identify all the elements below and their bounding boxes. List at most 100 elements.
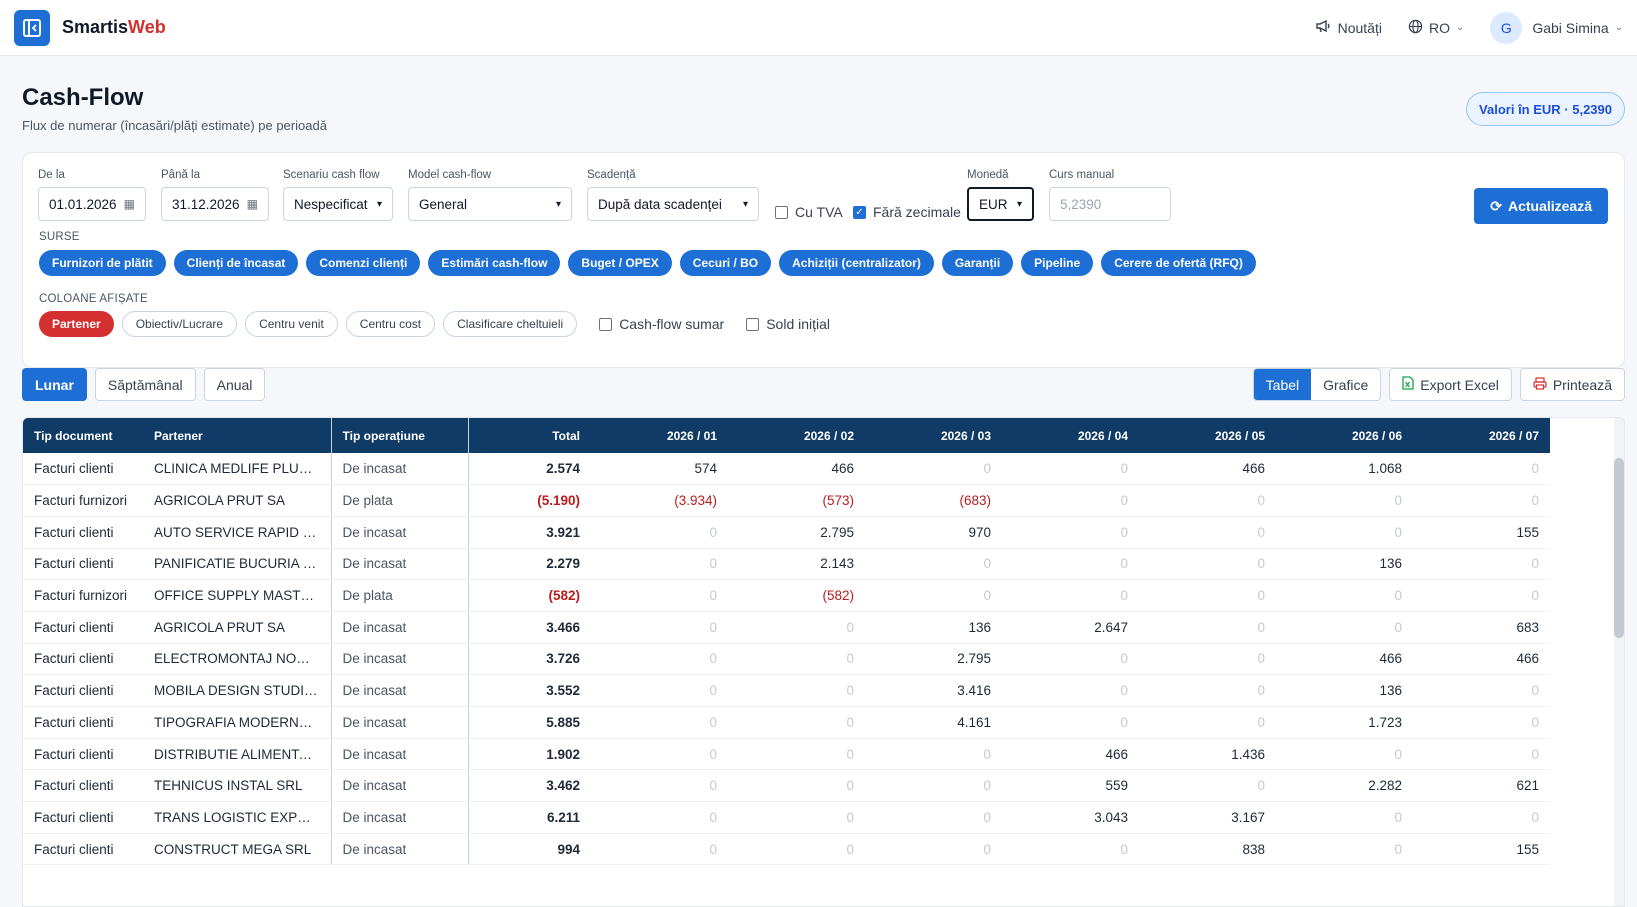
summary-checkbox[interactable]: Cash-flow sumar	[599, 316, 724, 332]
table-cell: De incasat	[331, 453, 469, 486]
table-row[interactable]: Facturi clienti TRANS LOGISTIC EXPRES ...…	[23, 801, 1550, 834]
checkbox-icon[interactable]	[599, 317, 613, 331]
table-row[interactable]: Facturi clienti PANIFICATIE BUCURIA SRL De…	[23, 548, 1550, 581]
column-header[interactable]: Total	[468, 418, 591, 453]
column-header[interactable]: 2026 / 02	[728, 418, 865, 453]
source-pill[interactable]: Pipeline	[1021, 250, 1094, 276]
table-row[interactable]: Facturi clienti ELECTROMONTAJ NORD ... De …	[23, 643, 1550, 676]
table-row[interactable]: Facturi clienti CONSTRUCT MEGA SRL De inca…	[23, 833, 1550, 866]
scenario-field: Scenariu cash flow Nespecificat ▾	[283, 169, 393, 221]
currency-field: Monedă EUR ▾	[967, 169, 1034, 221]
table-cell: 2.647	[1002, 611, 1139, 644]
source-pill[interactable]: Cerere de ofertă (RFQ)	[1101, 250, 1256, 276]
user-name: Gabi Simina	[1532, 19, 1609, 36]
table-row[interactable]: Facturi clienti TEHNICUS INSTAL SRL De inc…	[23, 769, 1550, 803]
source-pill[interactable]: Garanții	[941, 250, 1014, 276]
column-header[interactable]: Tip operațiune	[331, 418, 469, 453]
export-excel-button[interactable]: Export Excel	[1389, 368, 1512, 401]
manual-rate-label: Curs manual	[1049, 169, 1115, 181]
view-table-button[interactable]: Tabel	[1253, 369, 1312, 400]
column-header[interactable]: 2026 / 07	[1413, 418, 1550, 453]
table-cell: 2.795	[865, 643, 1002, 676]
refresh-button[interactable]: ⟳ Actualizează	[1474, 188, 1608, 224]
table-cell: 0	[1276, 484, 1413, 517]
source-pill[interactable]: Comenzi clienți	[306, 250, 421, 276]
source-pill[interactable]: Achiziții (centralizator)	[779, 250, 934, 276]
source-pill[interactable]: Buget / OPEX	[568, 250, 672, 276]
tab-monthly[interactable]: Lunar	[22, 368, 87, 401]
view-tools: Tabel Grafice Export Excel Printează	[1252, 368, 1625, 401]
table-cell: 2.279	[468, 548, 591, 581]
column-pill[interactable]: Centru venit	[245, 311, 338, 337]
table-row[interactable]: Facturi clienti AUTO SERVICE RAPID SRL De …	[23, 516, 1550, 549]
table-cell: 0	[1139, 484, 1276, 517]
date-from-input[interactable]: 01.01.2026 ▦	[38, 187, 146, 221]
source-pill[interactable]: Furnizori de plătit	[39, 250, 166, 276]
checkbox-checked-icon[interactable]: ✓	[853, 205, 866, 219]
view-charts-button[interactable]: Grafice	[1323, 376, 1369, 393]
column-header[interactable]: 2026 / 01	[591, 418, 728, 453]
date-from-field: De la 01.01.2026 ▦	[38, 169, 146, 221]
table-row[interactable]: Facturi furnizori AGRICOLA PRUT SA De plat…	[23, 484, 1550, 517]
view-toggle: Tabel Grafice	[1252, 368, 1382, 401]
column-pill[interactable]: Obiectiv/Lucrare	[121, 311, 238, 337]
table-cell: 0	[728, 801, 865, 834]
table-cell: 0	[1413, 548, 1550, 581]
table-row[interactable]: Facturi clienti DISTRIBUTIE ALIMENTAR... D…	[23, 738, 1550, 771]
column-pill[interactable]: Clasificare cheltuieli	[443, 311, 578, 337]
table-cell: 0	[1002, 516, 1139, 549]
table-cell: 0	[865, 801, 1002, 834]
news-label: Noutăți	[1337, 19, 1382, 36]
initial-balance-checkbox[interactable]: Sold inițial	[746, 316, 830, 332]
table-row[interactable]: Facturi clienti MOBILA DESIGN STUDIO ... D…	[23, 674, 1550, 707]
table-cell: 0	[728, 643, 865, 676]
print-button[interactable]: Printează	[1519, 368, 1625, 401]
column-header[interactable]: 2026 / 05	[1139, 418, 1276, 453]
language-selector[interactable]: RO ⌄	[1408, 19, 1464, 37]
vat-checkbox[interactable]: Cu TVA	[775, 204, 843, 220]
column-pill-partner[interactable]: Partener	[39, 311, 114, 337]
model-select[interactable]: General ▾	[408, 187, 572, 221]
checkbox-icon[interactable]	[775, 205, 788, 219]
table-cell: De plata	[331, 484, 469, 517]
table-scrollbar[interactable]	[1614, 418, 1624, 906]
column-header[interactable]: 2026 / 06	[1276, 418, 1413, 453]
date-to-input[interactable]: 31.12.2026 ▦	[161, 187, 269, 221]
table-cell: DISTRIBUTIE ALIMENTAR...	[143, 738, 332, 771]
table-cell: 0	[1276, 833, 1413, 866]
tab-yearly[interactable]: Anual	[203, 368, 266, 401]
column-header[interactable]: Partener	[143, 418, 332, 453]
user-menu[interactable]: G Gabi Simina ⌄	[1490, 11, 1623, 44]
due-select[interactable]: După data scadenței ▾	[587, 187, 759, 221]
source-pill[interactable]: Clienți de încasat	[173, 250, 299, 276]
checkbox-icon[interactable]	[746, 317, 760, 331]
source-pill[interactable]: Cecuri / BO	[679, 250, 772, 276]
table-cell: 0	[1413, 484, 1550, 517]
table-row[interactable]: Facturi clienti CLINICA MEDLIFE PLUS SRL D…	[23, 453, 1550, 486]
column-pill[interactable]: Centru cost	[345, 311, 436, 337]
app-logo-icon[interactable]	[14, 9, 50, 46]
table-cell: CLINICA MEDLIFE PLUS SRL	[143, 453, 332, 486]
column-header[interactable]: 2026 / 03	[865, 418, 1002, 453]
table-cell: Facturi clienti	[23, 833, 143, 866]
table-row[interactable]: Facturi furnizori OFFICE SUPPLY MASTER S.…	[23, 579, 1550, 612]
scenario-select[interactable]: Nespecificat ▾	[283, 187, 393, 221]
table-cell: 466	[1413, 643, 1550, 676]
date-from-label: De la	[38, 169, 65, 181]
table-row[interactable]: Facturi clienti TIPOGRAFIA MODERNA S... De…	[23, 706, 1550, 739]
table-row[interactable]: Facturi clienti AGRICOLA PRUT SA De incasa…	[23, 611, 1550, 644]
tab-weekly[interactable]: Săptămânal	[94, 368, 196, 401]
no-decimals-checkbox[interactable]: ✓ Fără zecimale	[853, 204, 961, 220]
source-pill[interactable]: Estimări cash-flow	[428, 250, 561, 276]
column-header[interactable]: Tip document	[23, 418, 143, 453]
news-button[interactable]: Noutăți	[1315, 19, 1382, 36]
page-subtitle: Flux de numerar (încasări/plăți estimate…	[22, 118, 327, 133]
currency-select[interactable]: EUR ▾	[967, 187, 1034, 221]
manual-rate-input[interactable]: 5,2390	[1049, 187, 1171, 221]
table-cell: 0	[591, 643, 728, 676]
calendar-icon[interactable]: ▦	[246, 197, 258, 211]
column-header[interactable]: 2026 / 04	[1002, 418, 1139, 453]
table-cell: 6.211	[468, 801, 591, 834]
table-cell: 0	[1276, 801, 1413, 834]
calendar-icon[interactable]: ▦	[123, 197, 135, 211]
